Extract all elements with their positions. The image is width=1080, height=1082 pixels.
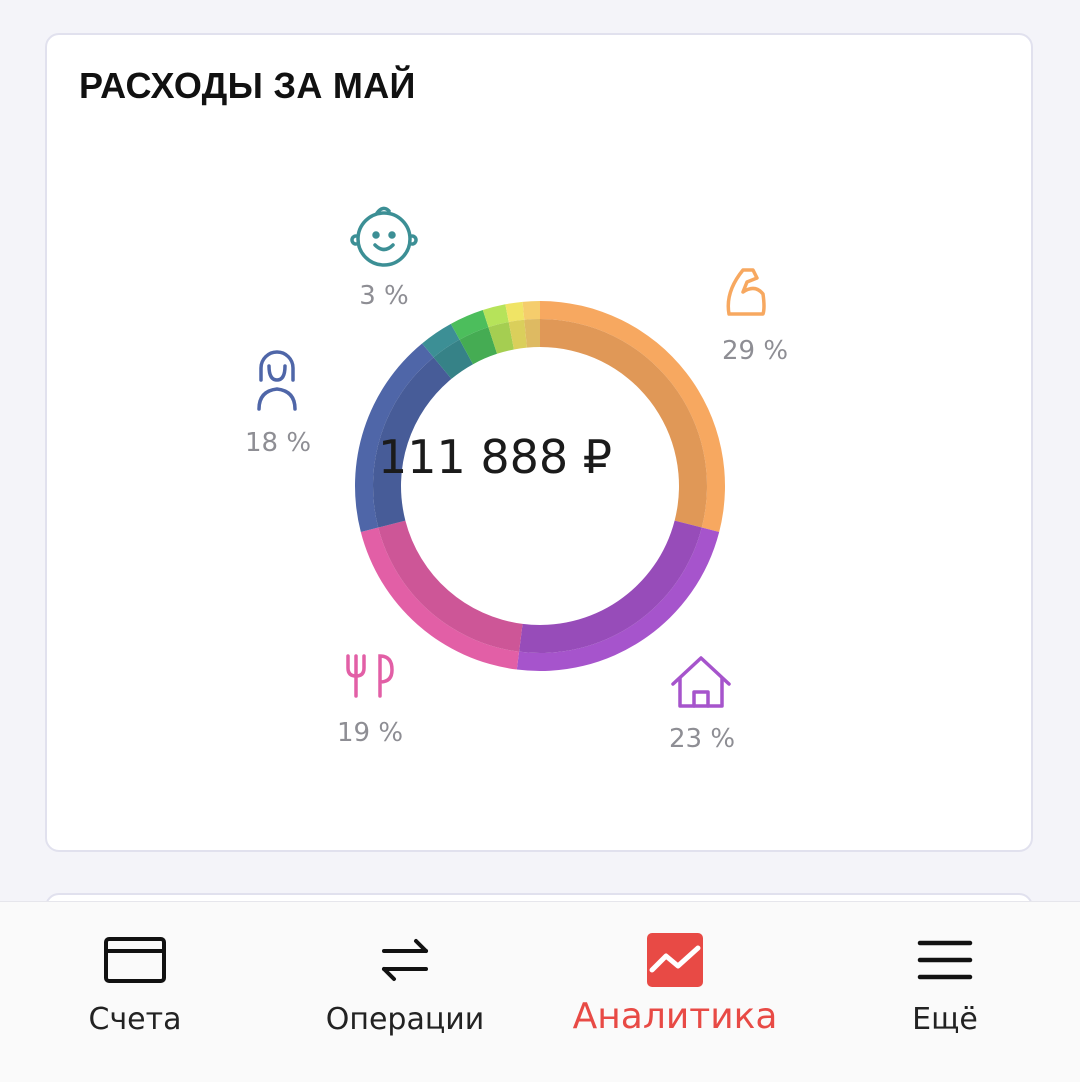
donut-slice-other-2[interactable] bbox=[482, 304, 509, 328]
transfer-icon bbox=[380, 930, 430, 990]
tab-more[interactable]: Ещё bbox=[810, 902, 1080, 1062]
donut-slice-inner-other-2 bbox=[488, 321, 514, 354]
sport-percent: 29 % bbox=[721, 336, 789, 366]
personal-percent: 18 % bbox=[244, 428, 312, 458]
donut-slice-shade-kids bbox=[433, 339, 474, 379]
donut-slice-shade-other-2 bbox=[488, 321, 514, 354]
food-percent: 19 % bbox=[336, 718, 404, 748]
donut-slice-other-1[interactable] bbox=[450, 310, 489, 340]
donut-slice-other-3[interactable] bbox=[505, 301, 525, 322]
donut-slice-inner-sport bbox=[540, 319, 708, 528]
tab-more-label: Ещё bbox=[912, 1002, 978, 1037]
bottom-tab-bar: Счета Операции Аналитика bbox=[0, 901, 1080, 1082]
donut-slice-personal[interactable] bbox=[355, 343, 434, 533]
analytics-icon bbox=[646, 930, 704, 990]
donut-slice-shade-other-4 bbox=[524, 319, 540, 348]
donut-slice-inner-other-3 bbox=[508, 319, 527, 350]
donut-slice-inner-home bbox=[519, 520, 702, 654]
tab-analytics[interactable]: Аналитика bbox=[540, 902, 810, 1062]
tab-analytics-label: Аналитика bbox=[572, 996, 778, 1037]
donut-slice-food[interactable] bbox=[360, 527, 520, 670]
donut-slice-shade-home bbox=[519, 520, 702, 654]
donut-slice-inner-other-1 bbox=[459, 327, 498, 365]
card-icon bbox=[103, 930, 167, 990]
donut-slice-shade-food bbox=[378, 520, 523, 652]
donut-slice-kids[interactable] bbox=[422, 323, 460, 358]
tab-operations[interactable]: Операции bbox=[270, 902, 540, 1062]
card-title: РАСХОДЫ ЗА МАЙ bbox=[79, 65, 416, 106]
expenses-card: РАСХОДЫ ЗА МАЙ bbox=[45, 33, 1033, 852]
home-percent: 23 % bbox=[668, 724, 736, 754]
donut-slice-home[interactable] bbox=[516, 527, 720, 671]
donut-slice-other-4[interactable] bbox=[522, 301, 540, 320]
donut-slice-inner-personal bbox=[373, 357, 452, 528]
donut-slice-sport[interactable] bbox=[540, 301, 725, 533]
donut-slice-shade-other-1 bbox=[459, 327, 498, 365]
donut-slice-shade-personal bbox=[373, 357, 452, 528]
donut-slice-shade-sport bbox=[540, 319, 708, 528]
donut-slice-inner-other-4 bbox=[524, 319, 540, 348]
tab-operations-label: Операции bbox=[325, 1002, 485, 1037]
tab-accounts[interactable]: Счета bbox=[0, 902, 270, 1062]
donut-total: 111 888 ₽ bbox=[377, 430, 613, 484]
donut-slice-inner-food bbox=[378, 520, 523, 652]
donut-slice-inner-kids bbox=[433, 339, 474, 379]
menu-icon bbox=[917, 930, 973, 990]
tab-accounts-label: Счета bbox=[88, 1002, 182, 1037]
kids-percent: 3 % bbox=[359, 281, 409, 311]
donut-slice-shade-other-3 bbox=[508, 319, 527, 350]
